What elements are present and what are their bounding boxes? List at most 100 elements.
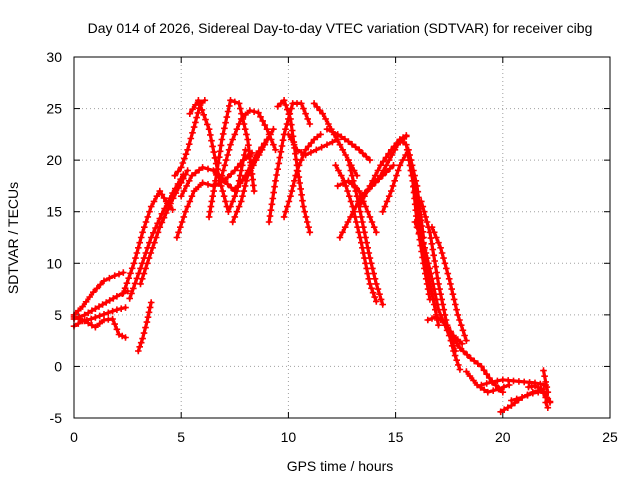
data-marker [518,394,526,401]
data-marker [298,156,305,164]
data-marker [212,177,219,185]
data-marker [278,142,286,150]
data-marker [146,208,153,215]
data-marker [225,208,232,215]
data-marker [542,378,549,386]
data-marker [147,249,155,257]
data-marker [185,140,193,148]
data-marker [293,146,301,154]
data-marker [184,167,191,174]
data-marker [317,131,324,138]
data-marker [192,169,199,177]
data-marker [435,239,442,246]
data-marker [132,254,139,262]
data-marker [194,109,202,117]
data-marker [434,274,441,282]
data-marker [380,167,387,174]
data-marker [224,180,231,188]
data-marker [282,208,289,215]
data-marker [158,219,166,226]
data-marker [433,269,440,276]
data-marker [216,148,224,155]
data-marker [88,307,96,314]
data-marker [282,125,289,133]
data-marker [366,156,374,164]
data-marker [439,301,447,308]
data-marker [361,192,368,200]
data-marker [189,129,196,137]
data-marker [441,319,449,327]
data-marker [354,223,361,231]
data-marker [122,304,129,311]
data-marker [288,105,295,112]
data-marker [466,372,474,380]
x-tick-label: 5 [177,429,185,445]
data-marker [250,182,257,189]
data-marker [362,203,369,210]
data-marker [142,265,149,272]
data-marker [342,151,349,159]
data-marker [363,265,370,272]
data-marker [184,146,191,154]
data-marker [297,185,304,193]
data-marker [435,280,442,288]
data-marker [394,167,402,174]
data-marker [366,280,374,288]
data-marker [198,106,206,114]
data-marker [431,257,438,265]
data-marker [359,218,366,226]
data-marker [425,260,432,267]
data-marker [183,182,190,190]
data-marker [224,108,232,115]
data-marker [299,197,306,204]
data-marker [323,141,331,148]
data-marker [144,313,152,321]
data-marker [463,337,470,344]
data-marker [414,205,421,213]
data-marker [204,165,212,173]
data-marker [96,320,103,327]
data-marker [374,167,382,174]
data-marker [231,192,239,200]
data-marker [109,307,116,315]
data-marker [325,120,332,128]
data-marker [540,367,547,374]
data-marker [391,177,398,185]
data-marker [440,306,448,313]
data-marker [233,187,241,195]
data-marker [90,288,97,296]
data-marker [147,203,155,210]
data-marker [546,398,554,405]
data-marker [233,125,241,133]
data-marker [156,223,164,231]
data-marker [288,127,296,134]
data-marker [280,213,288,221]
data-marker [296,179,303,187]
data-marker [85,319,92,327]
data-marker [153,192,161,200]
data-marker [415,229,423,236]
data-marker [428,240,436,248]
data-marker [364,270,371,277]
data-marker [154,229,162,236]
data-marker [494,377,501,385]
data-marker [430,252,437,259]
data-marker [207,131,214,139]
data-marker [145,254,153,262]
data-marker [437,244,444,252]
data-marker [128,290,135,297]
data-marker [461,332,468,339]
data-marker [393,172,400,179]
data-marker [445,275,453,283]
data-marker [237,115,245,123]
data-marker [241,151,248,159]
data-marker [227,170,235,178]
data-marker [422,213,429,221]
data-marker [229,218,236,226]
data-marker [199,164,206,171]
data-marker [411,187,419,195]
data-marker [364,208,371,215]
data-marker [86,293,93,301]
data-marker [231,98,239,106]
data-marker [215,159,222,167]
